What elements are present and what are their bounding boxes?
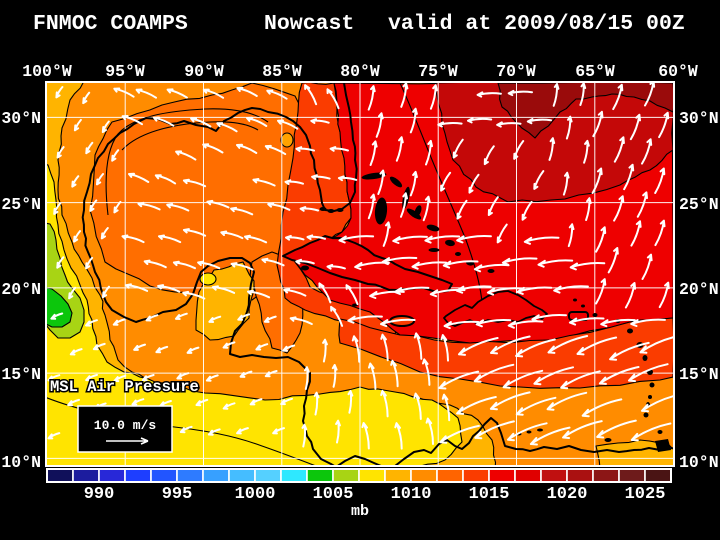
svg-text:70°W: 70°W (496, 62, 536, 81)
svg-text:995: 995 (162, 485, 193, 504)
svg-text:30°N: 30°N (1, 109, 41, 128)
svg-text:10°N: 10°N (1, 453, 41, 472)
svg-text:20°N: 20°N (1, 280, 41, 299)
svg-text:1025: 1025 (625, 485, 666, 504)
svg-text:Nowcast: Nowcast (264, 12, 354, 36)
svg-text:15°N: 15°N (679, 365, 719, 384)
svg-text:25°N: 25°N (679, 195, 719, 214)
svg-text:990: 990 (84, 485, 115, 504)
svg-text:100°W: 100°W (22, 62, 72, 81)
svg-text:MSL Air Pressure: MSL Air Pressure (50, 378, 199, 396)
svg-text:valid at 2009/08/15 00Z: valid at 2009/08/15 00Z (388, 12, 685, 36)
svg-text:60°W: 60°W (658, 62, 698, 81)
svg-text:30°N: 30°N (679, 109, 719, 128)
svg-text:1000: 1000 (235, 485, 276, 504)
svg-text:1005: 1005 (313, 485, 354, 504)
svg-text:15°N: 15°N (1, 365, 41, 384)
svg-text:1020: 1020 (547, 485, 588, 504)
svg-text:10°N: 10°N (679, 453, 719, 472)
svg-text:95°W: 95°W (105, 62, 145, 81)
svg-text:90°W: 90°W (184, 62, 224, 81)
svg-text:mb: mb (351, 503, 369, 520)
svg-text:25°N: 25°N (1, 195, 41, 214)
svg-text:1015: 1015 (469, 485, 510, 504)
svg-text:75°W: 75°W (418, 62, 458, 81)
svg-text:FNMOC COAMPS: FNMOC COAMPS (33, 12, 188, 36)
svg-text:65°W: 65°W (575, 62, 615, 81)
svg-text:85°W: 85°W (262, 62, 302, 81)
svg-text:1010: 1010 (391, 485, 432, 504)
svg-text:80°W: 80°W (340, 62, 380, 81)
svg-text:10.0 m/s: 10.0 m/s (94, 418, 157, 433)
svg-text:20°N: 20°N (679, 280, 719, 299)
